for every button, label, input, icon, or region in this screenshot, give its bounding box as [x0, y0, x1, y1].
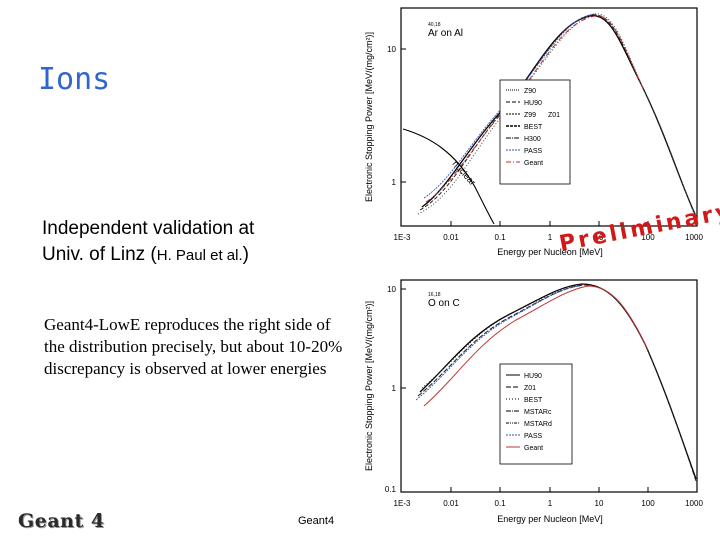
- validation-place: Univ. of Linz (: [42, 244, 157, 265]
- legend-box: [499, 79, 571, 185]
- legend-label: MSTARc: [524, 409, 552, 416]
- slide-title: Ions: [38, 62, 111, 97]
- x-tick-label: 100: [641, 499, 655, 508]
- x-tick-label: 100: [641, 233, 655, 242]
- curve-geant: [423, 285, 649, 407]
- plot-ticks: [401, 288, 649, 492]
- y-tick-label: 1: [392, 384, 397, 393]
- legend-label: Z01: [548, 112, 560, 119]
- y-axis-label: Electronic Stopping Power [MeV/(mg/cm²)]: [364, 32, 374, 202]
- x-tick-label: 10: [595, 233, 604, 242]
- legend-label: HU90: [524, 100, 542, 107]
- validation-authors: H. Paul et al.: [156, 247, 243, 264]
- validation-line-2: Univ. of Linz (H. Paul et al.): [42, 242, 254, 269]
- legend: HU90 Z01 BEST MSTARc MSTARd PASS Geant: [499, 363, 573, 465]
- slide-footer: Geant4: [298, 515, 335, 527]
- legend-label: BEST: [524, 124, 543, 131]
- legend-label: H300: [524, 136, 541, 143]
- curve-z01: [417, 284, 697, 482]
- legend-label: Z90: [524, 88, 536, 95]
- x-tick-labels: 1E-3 0.01 0.1 1 10 100 1000: [394, 233, 704, 242]
- ion-label-sup: 16,18: [428, 292, 441, 298]
- x-tick-label: 1E-3: [394, 233, 411, 242]
- legend-label: HU90: [524, 373, 542, 380]
- validation-line-1: Independent validation at: [42, 218, 255, 239]
- plot-ticks: [401, 48, 649, 226]
- x-tick-label: 1000: [685, 499, 703, 508]
- x-tick-label: 1000: [685, 233, 703, 242]
- slide-body-text: Geant4-LowE reproduces the right side of…: [44, 315, 343, 378]
- curve-nuclear: [402, 128, 495, 225]
- x-tick-label: 1: [548, 233, 553, 242]
- chart-ar-on-al: Electronic Stopping Power [MeV/(mg/cm²)]…: [364, 7, 704, 257]
- curve-best: [421, 283, 587, 389]
- ion-label: O on C: [428, 298, 460, 309]
- y-tick-label: 10: [387, 45, 396, 54]
- curve-pass: [415, 285, 581, 401]
- y-tick-label: 0.1: [385, 485, 397, 494]
- chart-o-on-c: Electronic Stopping Power [MeV/(mg/cm²)]…: [364, 279, 704, 524]
- ion-label: Ar on Al: [428, 28, 463, 39]
- x-tick-label: 1: [548, 499, 553, 508]
- legend: Z90 HU90 Z99 Z01 BEST H300 PASS Geant: [499, 79, 571, 185]
- ion-label-sup: 40,18: [428, 22, 441, 28]
- x-axis-label: Energy per Nucleon [MeV]: [497, 514, 603, 524]
- legend-label: Z99: [524, 112, 536, 119]
- x-tick-label: 0.01: [443, 233, 459, 242]
- x-tick-labels: 1E-3 0.01 0.1 1 10 100 1000: [394, 499, 704, 508]
- geant4-logo: Geant 4: [18, 510, 105, 532]
- legend-label: Geant: [524, 160, 543, 167]
- curve-geant: [425, 15, 645, 203]
- legend-label: Geant: [524, 445, 543, 452]
- y-tick-label: 10: [387, 285, 396, 294]
- validation-close: ): [242, 244, 249, 265]
- legend-label: BEST: [524, 397, 543, 404]
- x-tick-label: 0.01: [443, 499, 459, 508]
- x-tick-label: 10: [595, 499, 604, 508]
- legend-label: MSTARd: [524, 421, 552, 428]
- stopping-power-curves: [415, 283, 697, 482]
- x-axis-label: Energy per Nucleon [MeV]: [497, 247, 603, 257]
- legend-label: PASS: [524, 148, 542, 155]
- x-tick-label: 0.1: [494, 499, 506, 508]
- curve-hu90: [419, 14, 697, 217]
- x-tick-label: 0.1: [494, 233, 506, 242]
- y-tick-label: 1: [392, 178, 397, 187]
- legend-label: PASS: [524, 433, 542, 440]
- legend-label: Z01: [524, 385, 536, 392]
- validation-note: Independent validation at Univ. of Linz …: [42, 216, 254, 269]
- y-axis-label: Electronic Stopping Power [MeV/(mg/cm²)]: [364, 301, 374, 471]
- x-tick-label: 1E-3: [394, 499, 411, 508]
